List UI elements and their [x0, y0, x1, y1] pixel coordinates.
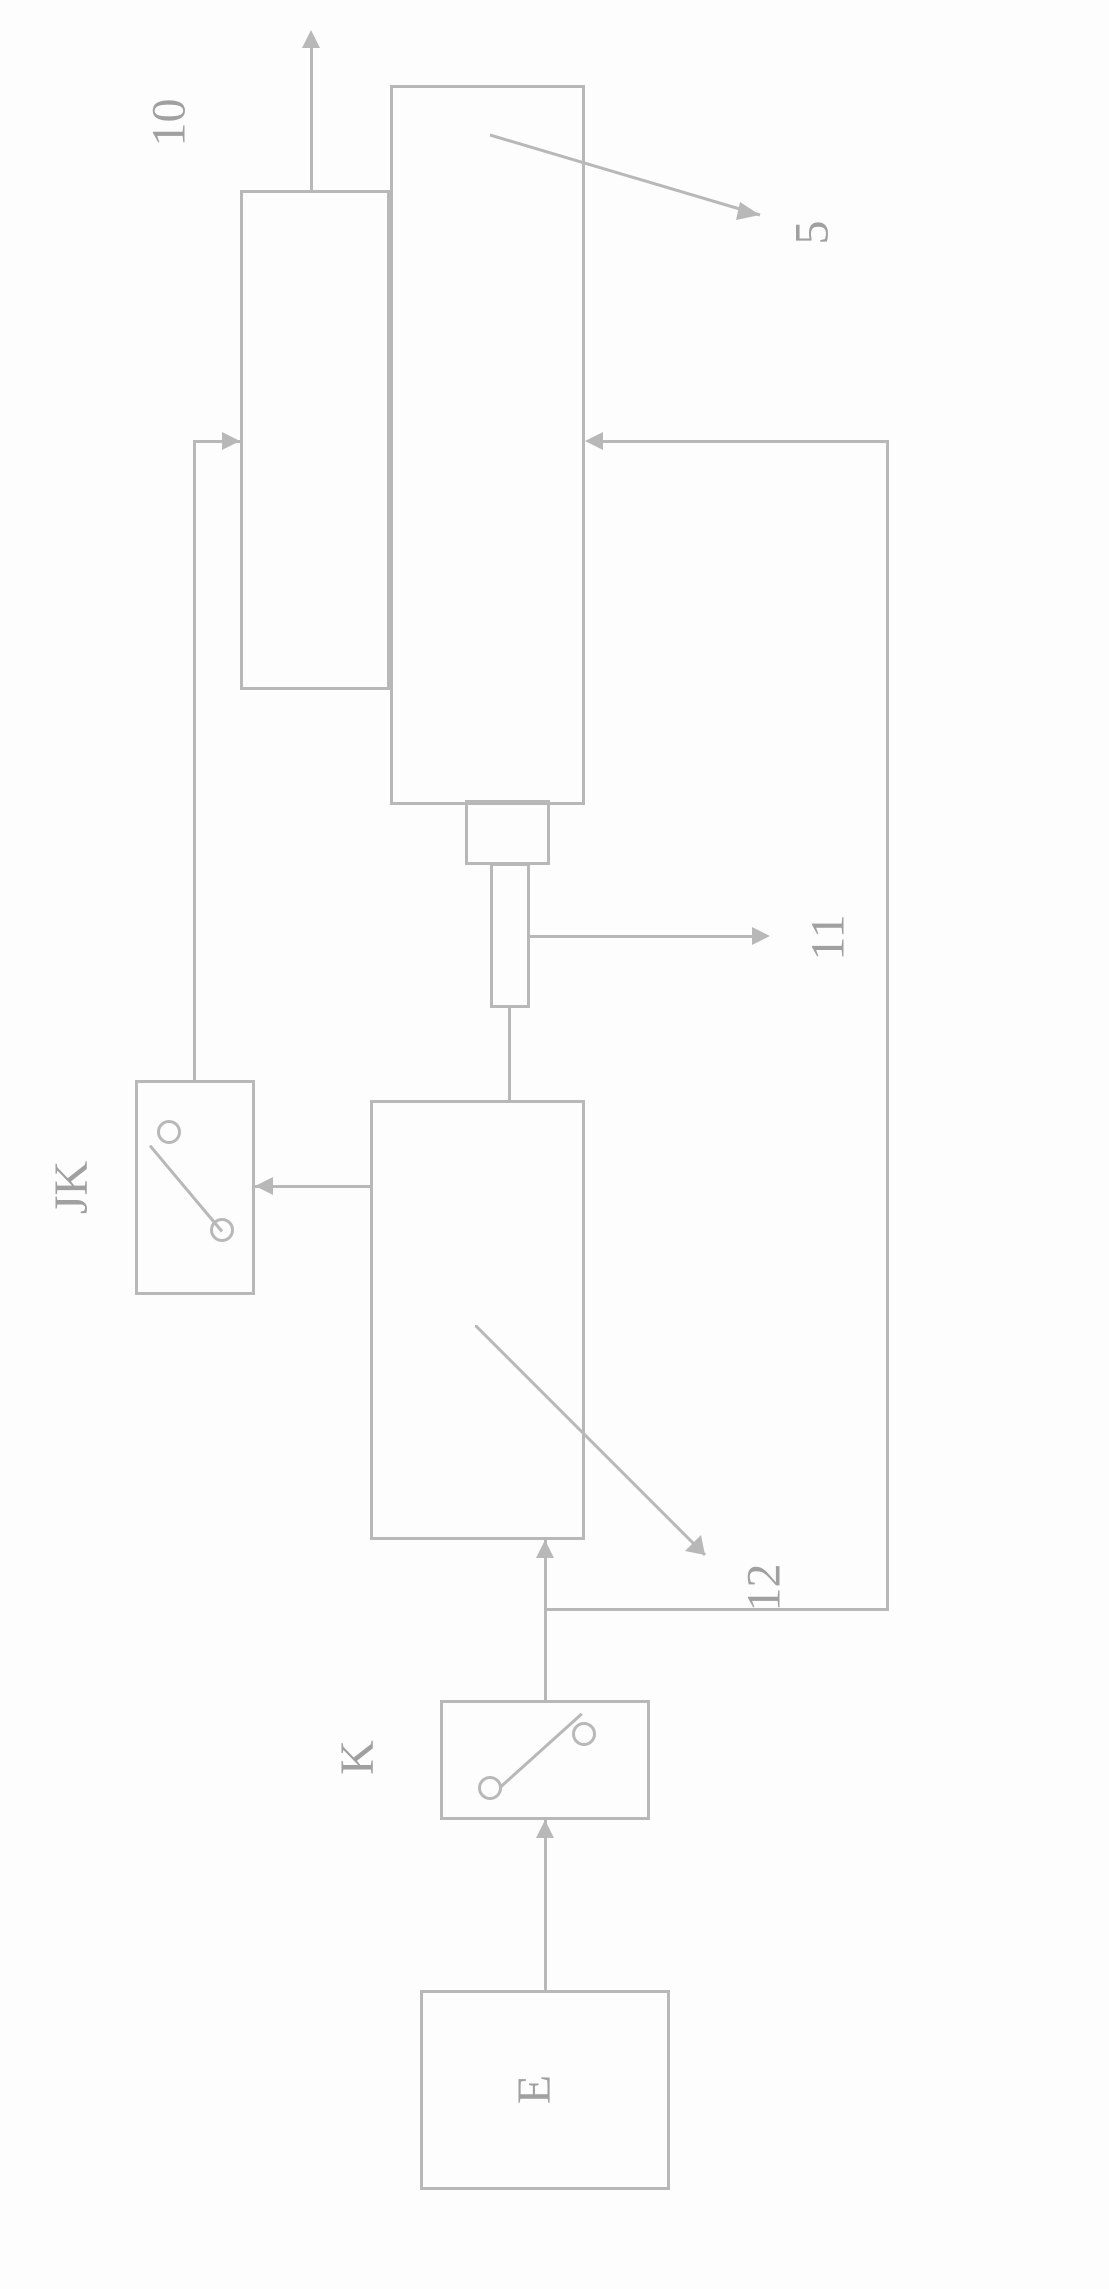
- block-10: [240, 190, 390, 690]
- arrow-e-k: [536, 1820, 554, 1838]
- label-e: E: [507, 2075, 562, 2104]
- pointer-5: [490, 40, 790, 240]
- label-12: 12: [737, 1564, 792, 1612]
- arrow-jk-10: [222, 432, 240, 450]
- block-11-small: [465, 800, 550, 865]
- switch-jk: [135, 1080, 255, 1295]
- label-jk: JK: [44, 1161, 99, 1214]
- switch-k-term2: [572, 1722, 596, 1746]
- switch-jk-term1: [157, 1120, 181, 1144]
- label-11: 11: [801, 914, 856, 960]
- arrow-11-label: [752, 927, 770, 945]
- arrow-12-jk: [255, 1177, 273, 1195]
- arrow-into-5: [585, 432, 603, 450]
- pointer-12: [475, 1325, 735, 1585]
- switch-k: [440, 1700, 650, 1820]
- pointer-10: [310, 40, 313, 190]
- label-k: K: [330, 1740, 385, 1775]
- line-junc-right: [544, 1608, 889, 1611]
- line-11-12: [508, 1008, 511, 1100]
- switch-k-term1: [478, 1776, 502, 1800]
- block-11-stem: [490, 863, 530, 1008]
- label-5: 5: [785, 221, 840, 245]
- line-e-k: [544, 1820, 547, 1990]
- line-right-up: [886, 440, 889, 1611]
- pointer-11: [530, 935, 760, 938]
- label-10: 10: [142, 99, 197, 147]
- line-jk-up: [193, 440, 196, 1080]
- line-right-into5: [595, 440, 889, 443]
- arrow-10-label: [302, 30, 320, 48]
